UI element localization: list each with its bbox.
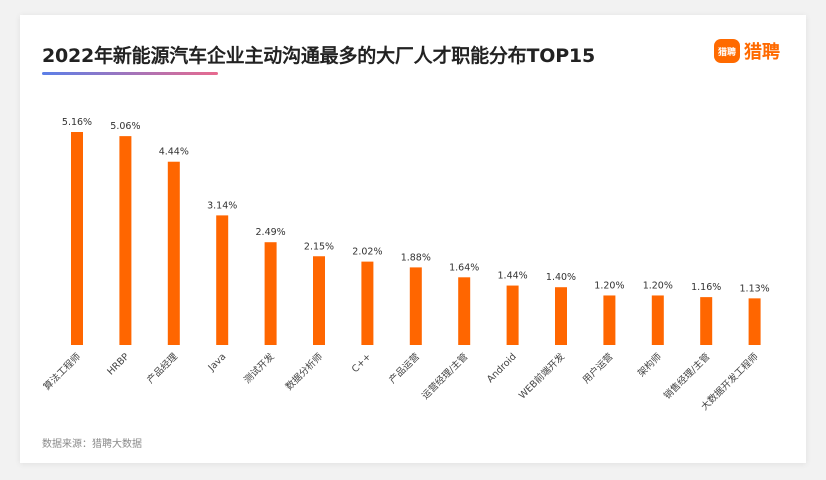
- bar-2: [167, 161, 180, 345]
- bar-11: [603, 295, 616, 345]
- data-label-10: 1.40%: [546, 272, 576, 283]
- data-label-14: 1.13%: [740, 283, 770, 294]
- bar-10: [555, 287, 567, 345]
- data-source: 数据来源：猎聘大数据: [42, 439, 142, 450]
- category-label-3: Java: [206, 351, 229, 374]
- category-label-12: 架构师: [635, 351, 664, 380]
- bar-chart: 5.16% 算法工程师 5.06% HRBP 4.44% 产品经理 3.14% Java 2.4…: [41, 117, 770, 413]
- category-label-1: HRBP: [105, 351, 131, 377]
- category-label-11: 用户运营: [580, 351, 615, 386]
- data-label-2: 4.44%: [159, 147, 189, 158]
- data-label-1: 5.06%: [110, 121, 140, 132]
- data-label-4: 2.49%: [256, 227, 286, 238]
- chart-title: 2022年新能源汽车企业主动沟通最多的大厂人才职能分布TOP15: [42, 45, 595, 67]
- data-label-9: 1.44%: [498, 271, 528, 282]
- bar-3: [216, 215, 229, 345]
- data-label-3: 3.14%: [207, 200, 237, 211]
- bar-9: [506, 285, 519, 345]
- data-label-8: 1.64%: [449, 262, 479, 273]
- logo-text: 猎聘: [744, 42, 780, 63]
- data-label-0: 5.16%: [62, 117, 92, 128]
- data-label-12: 1.20%: [643, 280, 673, 291]
- brand-logo: 猎聘 猎聘: [714, 38, 780, 64]
- bar-6: [361, 261, 374, 345]
- category-label-8: 运营经理/主管: [419, 351, 470, 402]
- bar-8: [458, 277, 471, 345]
- data-label-13: 1.16%: [691, 282, 721, 293]
- category-label-5: 数据分析师: [283, 351, 325, 393]
- category-label-7: 产品运营: [387, 351, 422, 386]
- category-label-0: 算法工程师: [41, 351, 83, 393]
- category-label-4: 测试开发: [241, 350, 277, 386]
- category-label-13: 销售经理/主管: [661, 351, 712, 402]
- chart-card: 2022年新能源汽车企业主动沟通最多的大厂人才职能分布TOP15 猎聘 猎聘 5…: [20, 15, 806, 463]
- data-label-7: 1.88%: [401, 252, 431, 263]
- bar-0: [71, 132, 83, 345]
- data-label-11: 1.20%: [594, 280, 624, 291]
- bar-12: [651, 295, 664, 345]
- liepin-logo-icon: 猎聘: [714, 39, 740, 63]
- category-label-10: WEB前端开发: [516, 350, 567, 401]
- bar-7: [409, 267, 422, 345]
- data-label-6: 2.02%: [352, 247, 382, 258]
- category-label-2: 产品经理: [145, 350, 181, 386]
- category-label-6: C++: [350, 351, 374, 375]
- bar-4: [264, 242, 277, 345]
- title-underline: [42, 72, 218, 75]
- bar-1: [119, 136, 132, 345]
- bar-13: [700, 297, 713, 345]
- category-label-9: Android: [485, 351, 519, 385]
- bar-5: [313, 256, 325, 345]
- bar-14: [748, 298, 761, 345]
- data-label-5: 2.15%: [304, 241, 334, 252]
